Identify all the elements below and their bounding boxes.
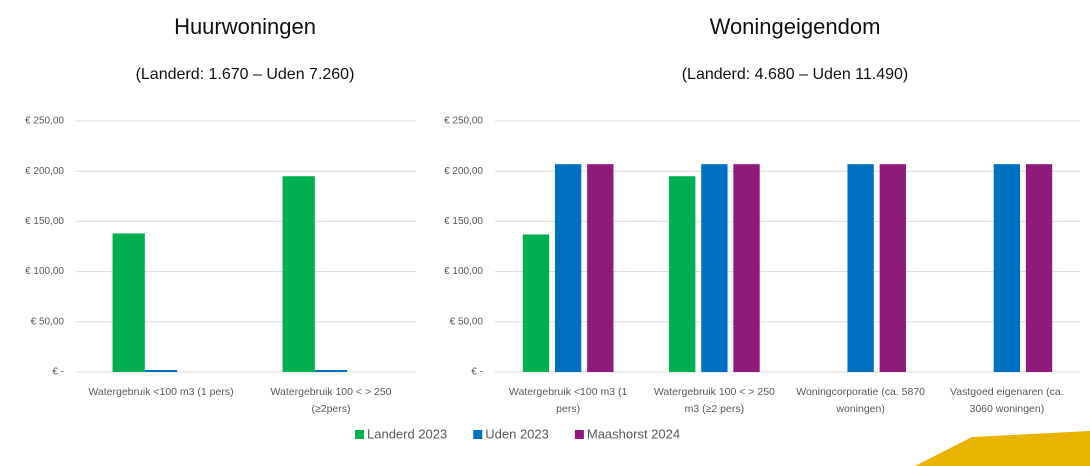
- bar: [314, 369, 348, 372]
- bar: [847, 164, 874, 372]
- bar: [112, 233, 145, 372]
- legend-label: Uden 2023: [485, 426, 549, 441]
- x-tick-label: Watergebruik 100 < > 250 (≥2pers): [270, 386, 392, 415]
- chart-title: Huurwoningen: [174, 14, 316, 39]
- y-tick-label: € 200,00: [444, 166, 483, 177]
- x-tick-label: Watergebruik <100 m3 (1 pers): [508, 386, 628, 415]
- legend-label: Landerd 2023: [367, 426, 447, 441]
- chart-title: Woningeigendom: [710, 14, 881, 39]
- legend-label: Maashorst 2024: [587, 426, 680, 441]
- y-tick-label: € 150,00: [25, 216, 64, 227]
- y-tick-label: € 50,00: [450, 316, 484, 327]
- y-tick-label: € 100,00: [25, 266, 64, 277]
- bar: [733, 164, 760, 372]
- y-tick-label: € 250,00: [444, 116, 483, 127]
- x-tick-label: Watergebruik <100 m3 (1 pers): [88, 386, 234, 398]
- bar: [879, 164, 906, 372]
- y-tick-label: € -: [52, 367, 64, 378]
- y-tick-label: € 200,00: [25, 166, 64, 177]
- y-tick-label: € 250,00: [25, 116, 64, 127]
- y-tick-label: € 150,00: [444, 216, 483, 227]
- bar: [144, 369, 178, 372]
- chart-subtitle: (Landerd: 1.670 – Uden 7.260): [136, 66, 355, 83]
- y-tick-label: € 50,00: [31, 316, 65, 327]
- bar: [669, 176, 696, 372]
- bar: [554, 164, 582, 372]
- y-tick-label: € 100,00: [444, 266, 483, 277]
- bar: [522, 234, 550, 372]
- x-tick-label: Watergebruik 100 < > 250 m3 (≥2 pers): [653, 386, 775, 415]
- x-tick-label: Vastgoed eigenaren (ca. 3060 woningen): [950, 386, 1064, 415]
- bar: [1025, 164, 1053, 372]
- x-tick-label: Woningcorporatie (ca. 5870 woningen): [796, 386, 926, 415]
- bar: [282, 176, 315, 372]
- legend-swatch: [355, 430, 364, 439]
- bar: [993, 164, 1021, 372]
- chart-subtitle: (Landerd: 4.680 – Uden 11.490): [682, 66, 909, 83]
- bar: [587, 164, 614, 372]
- decoration: [915, 431, 1090, 466]
- legend-swatch: [473, 430, 483, 439]
- legend-swatch: [574, 430, 584, 439]
- bar: [701, 164, 728, 372]
- y-tick-label: € -: [471, 367, 483, 378]
